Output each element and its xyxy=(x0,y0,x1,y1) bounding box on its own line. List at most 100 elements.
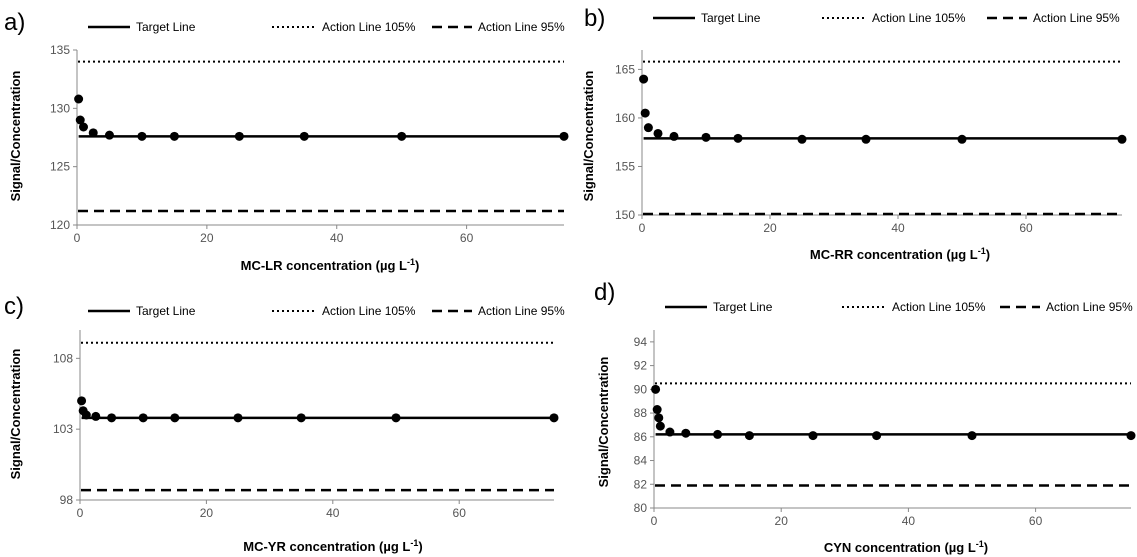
legend-label-action-105: Action Line 105% xyxy=(892,300,986,314)
data-point xyxy=(169,131,179,141)
data-point xyxy=(861,134,871,144)
y-tick-label: 165 xyxy=(615,62,635,76)
data-point xyxy=(78,122,88,132)
y-tick-label: 90 xyxy=(634,382,648,396)
y-tick-label: 155 xyxy=(615,159,635,173)
data-point xyxy=(681,428,691,438)
chart-panel-1: a) Target Line Action Line 105% Action Line… xyxy=(4,9,569,273)
legend-label-action-105: Action Line 105% xyxy=(872,11,966,25)
data-point xyxy=(808,431,818,441)
y-tick-label: 80 xyxy=(634,501,648,515)
legend: Target Line Action Line 105% Action Line 9… xyxy=(665,300,1133,314)
data-point xyxy=(170,413,180,423)
data-point xyxy=(733,133,743,143)
x-tick-label: 40 xyxy=(891,221,905,235)
x-tick-label: 20 xyxy=(200,506,214,520)
data-point xyxy=(81,410,91,420)
data-point xyxy=(1126,431,1136,441)
y-tick-label: 160 xyxy=(615,111,635,125)
y-tick-label: 82 xyxy=(634,477,648,491)
legend: Target Line Action Line 105% Action Line 9… xyxy=(88,304,565,318)
y-axis-title: Signal/Concentration xyxy=(8,71,23,202)
x-axis-title: MC-LR concentration (µg L-1) xyxy=(241,257,420,273)
y-tick-label: 135 xyxy=(50,43,70,57)
data-point xyxy=(639,74,649,84)
y-axis-title: Signal/Concentration xyxy=(596,357,611,488)
panel-label: d) xyxy=(594,279,615,306)
x-tick-label: 60 xyxy=(1019,221,1033,235)
y-tick-label: 120 xyxy=(50,218,70,232)
y-tick-label: 108 xyxy=(53,351,73,365)
legend-label-target: Target Line xyxy=(701,11,761,25)
data-point xyxy=(967,431,977,441)
y-tick-label: 125 xyxy=(50,160,70,174)
data-point xyxy=(640,108,650,118)
y-axis-title: Signal/Concentration xyxy=(8,349,23,480)
data-point xyxy=(1117,134,1127,144)
x-axis-title: MC-YR concentration (µg L-1) xyxy=(243,538,422,554)
data-point xyxy=(296,413,306,423)
y-tick-label: 86 xyxy=(634,430,648,444)
data-point xyxy=(137,131,147,141)
x-tick-label: 20 xyxy=(200,231,214,245)
y-tick-label: 103 xyxy=(53,422,73,436)
x-tick-label: 60 xyxy=(460,231,474,245)
y-tick-label: 98 xyxy=(60,493,74,507)
data-point xyxy=(234,131,244,141)
data-point xyxy=(665,427,675,437)
legend-label-action-95: Action Line 95% xyxy=(478,20,565,34)
y-axis-title: Signal/Concentration xyxy=(581,71,596,202)
x-axis-title: CYN concentration (µg L-1) xyxy=(824,539,988,555)
chart-panel-4: d) Target Line Action Line 105% Action Line… xyxy=(594,279,1136,555)
legend-label-action-95: Action Line 95% xyxy=(1046,300,1133,314)
data-point xyxy=(74,94,84,104)
panel-label: c) xyxy=(4,293,24,320)
data-point xyxy=(669,131,679,141)
x-tick-label: 20 xyxy=(763,221,777,235)
data-point xyxy=(107,413,117,423)
y-tick-label: 150 xyxy=(615,208,635,222)
y-tick-label: 84 xyxy=(634,454,648,468)
y-tick-label: 94 xyxy=(634,335,648,349)
data-point xyxy=(138,413,148,423)
legend-label-action-95: Action Line 95% xyxy=(1033,11,1120,25)
x-axis-title: MC-RR concentration (µg L-1) xyxy=(810,246,990,262)
data-point xyxy=(655,421,665,431)
data-point xyxy=(77,396,87,406)
data-point xyxy=(652,405,662,415)
data-point xyxy=(653,128,663,138)
data-point xyxy=(91,411,101,421)
data-point xyxy=(872,431,882,441)
legend-label-action-105: Action Line 105% xyxy=(322,20,416,34)
data-point xyxy=(651,384,661,394)
legend-label-target: Target Line xyxy=(136,304,196,318)
panel-label: a) xyxy=(4,9,25,36)
x-tick-label: 40 xyxy=(330,231,344,245)
data-point xyxy=(104,130,114,140)
x-tick-label: 0 xyxy=(74,231,81,245)
legend: Target Line Action Line 105% Action Line 9… xyxy=(653,11,1120,25)
data-point xyxy=(957,134,967,144)
data-point xyxy=(744,431,754,441)
data-point xyxy=(549,413,559,423)
legend-label-action-95: Action Line 95% xyxy=(478,304,565,318)
data-point xyxy=(88,128,98,138)
data-point xyxy=(299,131,309,141)
y-tick-label: 92 xyxy=(634,359,648,373)
x-tick-label: 20 xyxy=(775,514,789,528)
data-point xyxy=(397,131,407,141)
y-tick-label: 130 xyxy=(50,101,70,115)
x-tick-label: 60 xyxy=(453,506,467,520)
data-point xyxy=(75,115,85,125)
legend-label-target: Target Line xyxy=(136,20,196,34)
chart-panel-3: c) Target Line Action Line 105% Action Line… xyxy=(4,293,565,554)
x-tick-label: 60 xyxy=(1029,514,1043,528)
y-tick-label: 88 xyxy=(634,406,648,420)
chart-panel-2: b) Target Line Action Line 105% Action Line… xyxy=(581,5,1127,262)
legend-label-action-105: Action Line 105% xyxy=(322,304,416,318)
data-point xyxy=(643,123,653,133)
x-tick-label: 0 xyxy=(77,506,84,520)
legend: Target Line Action Line 105% Action Line 9… xyxy=(88,20,565,34)
data-point xyxy=(559,131,569,141)
data-point xyxy=(233,413,243,423)
